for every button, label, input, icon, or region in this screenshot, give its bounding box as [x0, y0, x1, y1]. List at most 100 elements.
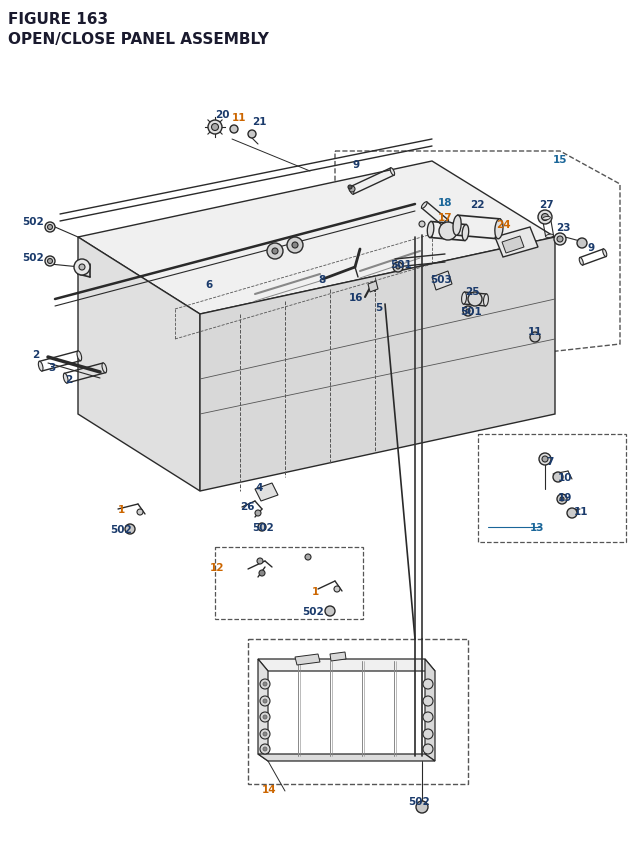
Ellipse shape	[462, 226, 468, 241]
Text: 12: 12	[210, 562, 225, 573]
Circle shape	[260, 712, 270, 722]
Polygon shape	[330, 653, 346, 661]
Circle shape	[423, 729, 433, 739]
Circle shape	[423, 679, 433, 689]
Ellipse shape	[390, 169, 395, 176]
Circle shape	[416, 801, 428, 813]
Polygon shape	[502, 237, 524, 254]
Polygon shape	[200, 238, 555, 492]
Circle shape	[567, 508, 577, 518]
Text: 21: 21	[252, 117, 266, 127]
Circle shape	[125, 524, 135, 535]
Circle shape	[530, 332, 540, 343]
Text: 6: 6	[205, 280, 212, 289]
Text: 502: 502	[22, 253, 44, 263]
Text: 502: 502	[110, 524, 132, 535]
Ellipse shape	[461, 293, 467, 305]
Circle shape	[137, 510, 143, 516]
Circle shape	[439, 223, 457, 241]
Circle shape	[74, 260, 90, 276]
Circle shape	[557, 237, 563, 243]
Circle shape	[263, 715, 267, 719]
Circle shape	[419, 222, 425, 228]
Circle shape	[260, 697, 270, 706]
Polygon shape	[258, 754, 435, 761]
Text: 25: 25	[465, 287, 479, 297]
Polygon shape	[78, 238, 200, 492]
Ellipse shape	[483, 294, 488, 307]
Text: 502: 502	[302, 606, 324, 616]
Text: 501: 501	[460, 307, 482, 317]
Text: 22: 22	[470, 200, 484, 210]
Circle shape	[541, 214, 548, 221]
Circle shape	[263, 682, 267, 686]
Ellipse shape	[453, 216, 461, 236]
Text: 15: 15	[553, 155, 568, 164]
Polygon shape	[78, 162, 555, 314]
Circle shape	[538, 211, 552, 225]
Circle shape	[334, 586, 340, 592]
Ellipse shape	[421, 202, 427, 209]
Text: 501: 501	[390, 260, 412, 269]
Circle shape	[259, 570, 265, 576]
Polygon shape	[368, 282, 378, 293]
Text: 502: 502	[252, 523, 274, 532]
Text: 10: 10	[558, 473, 573, 482]
Text: 502: 502	[408, 796, 429, 806]
Circle shape	[248, 131, 256, 139]
Text: 26: 26	[240, 501, 255, 511]
Text: 4: 4	[255, 482, 262, 492]
Ellipse shape	[543, 217, 550, 220]
Circle shape	[423, 712, 433, 722]
Circle shape	[47, 259, 52, 264]
Circle shape	[423, 697, 433, 706]
Text: OPEN/CLOSE PANEL ASSEMBLY: OPEN/CLOSE PANEL ASSEMBLY	[8, 32, 269, 47]
Text: 1: 1	[312, 586, 319, 597]
Circle shape	[325, 606, 335, 616]
Text: 503: 503	[430, 275, 452, 285]
Circle shape	[260, 744, 270, 754]
Circle shape	[211, 124, 218, 132]
Ellipse shape	[443, 220, 449, 227]
Circle shape	[260, 679, 270, 689]
Text: 16: 16	[349, 293, 364, 303]
Circle shape	[45, 257, 55, 267]
Circle shape	[557, 494, 567, 505]
Ellipse shape	[579, 258, 583, 266]
Circle shape	[208, 121, 222, 135]
Text: 19: 19	[558, 492, 572, 503]
Circle shape	[267, 244, 283, 260]
Circle shape	[272, 249, 278, 255]
Ellipse shape	[546, 235, 554, 238]
Circle shape	[348, 186, 352, 189]
Circle shape	[230, 126, 238, 133]
Polygon shape	[432, 272, 452, 291]
Polygon shape	[255, 483, 278, 501]
Polygon shape	[258, 660, 268, 761]
Circle shape	[263, 747, 267, 751]
Polygon shape	[258, 660, 435, 672]
Circle shape	[47, 226, 52, 230]
Circle shape	[257, 558, 263, 564]
Circle shape	[577, 238, 587, 249]
Text: 2: 2	[32, 350, 39, 360]
Circle shape	[258, 523, 266, 531]
Text: 17: 17	[438, 213, 452, 223]
Text: 9: 9	[352, 160, 359, 170]
Text: 14: 14	[262, 784, 276, 794]
Text: 18: 18	[438, 198, 452, 208]
Text: 27: 27	[539, 200, 554, 210]
Text: 24: 24	[496, 220, 511, 230]
Circle shape	[539, 454, 551, 466]
Text: 23: 23	[556, 223, 570, 232]
Text: 11: 11	[232, 113, 246, 123]
Ellipse shape	[495, 220, 503, 239]
Ellipse shape	[428, 222, 434, 238]
Ellipse shape	[102, 363, 107, 374]
Text: 2: 2	[65, 375, 72, 385]
Circle shape	[542, 456, 548, 462]
Circle shape	[468, 293, 482, 307]
Ellipse shape	[38, 362, 43, 372]
Circle shape	[466, 310, 470, 313]
Polygon shape	[495, 228, 538, 257]
